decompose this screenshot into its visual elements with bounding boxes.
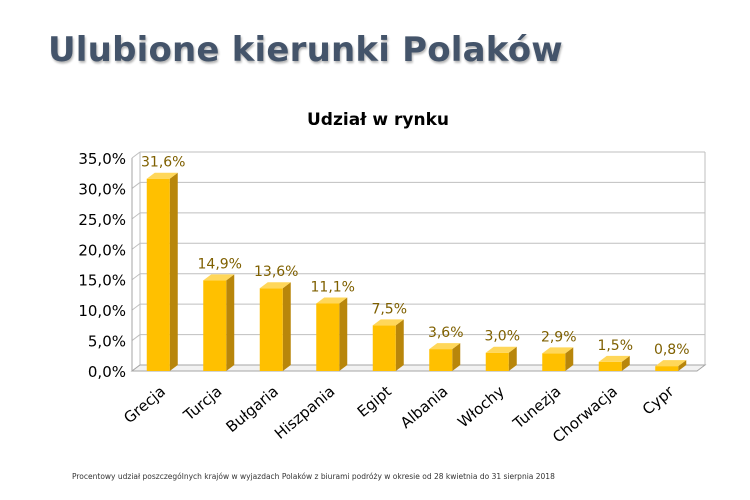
bar-side bbox=[452, 343, 461, 371]
value-label: 11,1% bbox=[311, 279, 355, 295]
bar-front bbox=[203, 280, 227, 371]
gridline-depth bbox=[131, 242, 141, 250]
y-tick-label: 0,0% bbox=[88, 363, 126, 381]
y-tick-label: 35,0% bbox=[78, 150, 126, 168]
bar bbox=[146, 172, 178, 371]
bar-front bbox=[655, 366, 679, 371]
footnote: Procentowy udział poszczególnych krajów … bbox=[72, 472, 555, 481]
bar-front bbox=[542, 353, 566, 371]
value-label: 3,6% bbox=[428, 325, 464, 341]
bar-front bbox=[598, 361, 622, 371]
y-tick-label: 25,0% bbox=[78, 211, 126, 229]
bar-top bbox=[598, 355, 630, 362]
bars bbox=[146, 172, 687, 371]
y-tick-label: 20,0% bbox=[78, 241, 126, 259]
bar-side bbox=[508, 346, 517, 371]
x-tick-label: Włochy bbox=[454, 382, 508, 431]
x-tick-label: Hiszpania bbox=[271, 382, 338, 443]
bar bbox=[316, 297, 348, 371]
value-label: 0,8% bbox=[654, 342, 690, 358]
value-labels: 31,6% 14,9% 13,6% 11,1% 7,5% 3,6% 3,0% 2,9% 1,5%… bbox=[141, 155, 690, 358]
bar-front bbox=[146, 178, 170, 371]
bar-top bbox=[655, 360, 687, 367]
value-label: 3,0% bbox=[484, 329, 520, 345]
bar bbox=[655, 360, 687, 371]
value-label: 2,9% bbox=[541, 329, 577, 345]
bar-top bbox=[203, 274, 235, 281]
bar-side bbox=[339, 297, 348, 371]
bar bbox=[542, 347, 574, 371]
bar-chart: Udział w rynku 0,0% 5,0% 10,0% 15,0% 20,0% 25… bbox=[78, 110, 707, 447]
x-tick-label: Turcja bbox=[179, 382, 225, 425]
chart-title: Udział w rynku bbox=[307, 110, 449, 130]
bar-side bbox=[395, 319, 404, 371]
bar-top bbox=[542, 347, 574, 354]
y-tick-label: 30,0% bbox=[78, 180, 126, 198]
bar-side bbox=[169, 172, 178, 371]
bar-top bbox=[259, 282, 291, 289]
bar-side bbox=[565, 347, 574, 371]
bar bbox=[259, 282, 291, 371]
bar-top bbox=[316, 297, 348, 304]
bar bbox=[372, 319, 404, 371]
bar-front bbox=[316, 303, 340, 371]
y-tick-label: 15,0% bbox=[78, 272, 126, 290]
gridline-depth bbox=[131, 212, 141, 220]
bar-side bbox=[282, 282, 291, 371]
bar-top bbox=[429, 343, 461, 350]
bar-top bbox=[372, 319, 404, 326]
gridline-depth bbox=[131, 151, 141, 159]
bar bbox=[203, 274, 235, 371]
y-tick-label: 5,0% bbox=[88, 333, 126, 351]
bar bbox=[429, 343, 461, 371]
gridline-depth bbox=[131, 182, 141, 189]
bar-front bbox=[429, 349, 453, 371]
x-tick-label: Egipt bbox=[354, 382, 395, 421]
y-axis: 0,0% 5,0% 10,0% 15,0% 20,0% 25,0% 30,0% 35,0% bbox=[78, 150, 126, 381]
bar-top bbox=[485, 346, 517, 353]
value-label: 14,9% bbox=[198, 256, 242, 272]
bar bbox=[485, 346, 517, 371]
x-tick-label: Grecja bbox=[120, 382, 169, 427]
value-label: 31,6% bbox=[141, 155, 185, 171]
bar-side bbox=[621, 355, 630, 371]
x-tick-label: Cypr bbox=[639, 382, 678, 419]
bar-front bbox=[372, 325, 396, 371]
value-label: 7,5% bbox=[371, 301, 407, 317]
gridline-depth bbox=[131, 334, 141, 341]
gridline-depth bbox=[131, 273, 141, 281]
bar-side bbox=[226, 274, 235, 371]
value-label: 13,6% bbox=[254, 264, 298, 280]
bar-front bbox=[259, 288, 283, 371]
gridline-depth bbox=[131, 303, 141, 311]
slide-title: Ulubione kierunki Polaków bbox=[48, 30, 563, 70]
value-label: 1,5% bbox=[597, 338, 633, 354]
y-tick-label: 10,0% bbox=[78, 302, 126, 320]
x-tick-label: Albania bbox=[397, 382, 451, 432]
bar-side bbox=[678, 360, 687, 371]
bar bbox=[598, 355, 630, 371]
bar-top bbox=[146, 172, 178, 179]
bar-front bbox=[485, 352, 509, 371]
x-tick-label: Tunezja bbox=[509, 382, 565, 433]
